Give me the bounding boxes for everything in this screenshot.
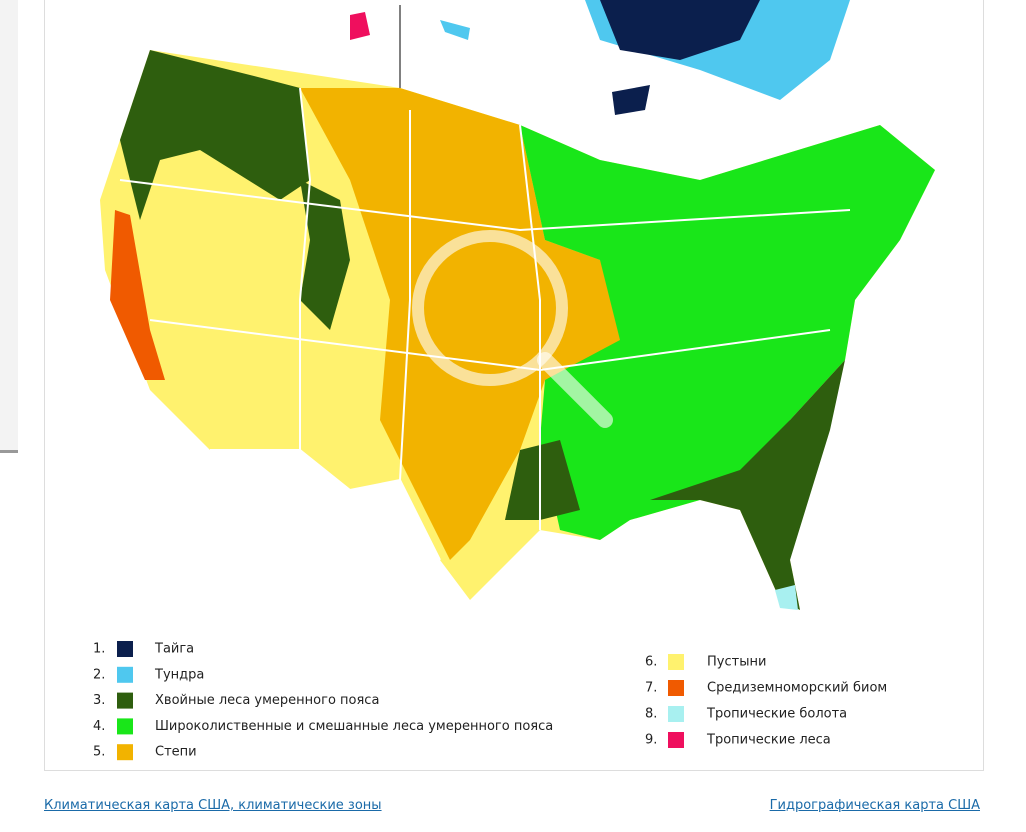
legend-swatch [117,718,133,735]
pink-zone [350,12,370,40]
legend-number: 6. [645,655,657,670]
state-border [210,449,441,561]
swamp [775,585,798,610]
conifer [650,360,845,610]
legend-swatch [668,654,684,670]
map-shapes [100,0,935,610]
legend-swatch [117,744,133,761]
legend-number: 9. [645,733,657,748]
canada-zone [600,0,760,60]
legend-label: Пустыни [707,655,766,670]
conifer [505,440,580,520]
legend-swatch [668,706,684,722]
legend-label: Тропические болота [706,707,847,722]
legend-label: Степи [155,745,197,760]
state-border [299,87,312,450]
magnifier-handle [537,352,613,428]
legend-swatch [668,680,684,696]
legend-number: 2. [93,667,105,682]
legend-number: 1. [93,642,105,657]
state-border [519,124,541,530]
legend-number: 3. [93,693,105,708]
legend-number: 5. [93,745,105,760]
conifer [300,180,350,330]
map-frame [44,0,984,771]
link[interactable]: Климатическая карта США, климатические з… [44,798,382,813]
legend-swatch [668,732,684,748]
state-border [399,110,411,481]
state-border [119,179,851,232]
legend-swatch [117,666,133,683]
canada-zone [440,20,470,40]
legend-swatch [117,692,133,709]
link[interactable]: Гидрографическая карта США [769,798,980,813]
state-border [149,319,831,372]
legend-number: 4. [93,719,105,734]
legend-number: 8. [645,707,657,722]
steppe [300,88,650,560]
canada-zone [612,85,650,115]
magnifier [412,230,568,386]
mediterranean [110,210,165,380]
legend-label: Средиземноморский биом [707,681,887,696]
sidebar [0,0,18,453]
legend-label: Тропические леса [706,733,831,748]
legend-label: Тайга [154,642,194,657]
legend-label: Широколиственные и смешанные леса умерен… [155,719,553,734]
legend: 1. Тайга 2. Тундра 3. Хвойные леса умеренного… [93,641,887,761]
conifer [120,50,310,220]
legend-swatch [117,641,133,657]
legend-label: Тундра [154,667,204,682]
broadleaf [520,125,935,540]
map: 1. Тайга 2. Тундра 3. Хвойные леса умеренного… [93,0,935,761]
legend-number: 7. [645,681,657,696]
legend-label: Хвойные леса умеренного пояса [155,693,379,708]
